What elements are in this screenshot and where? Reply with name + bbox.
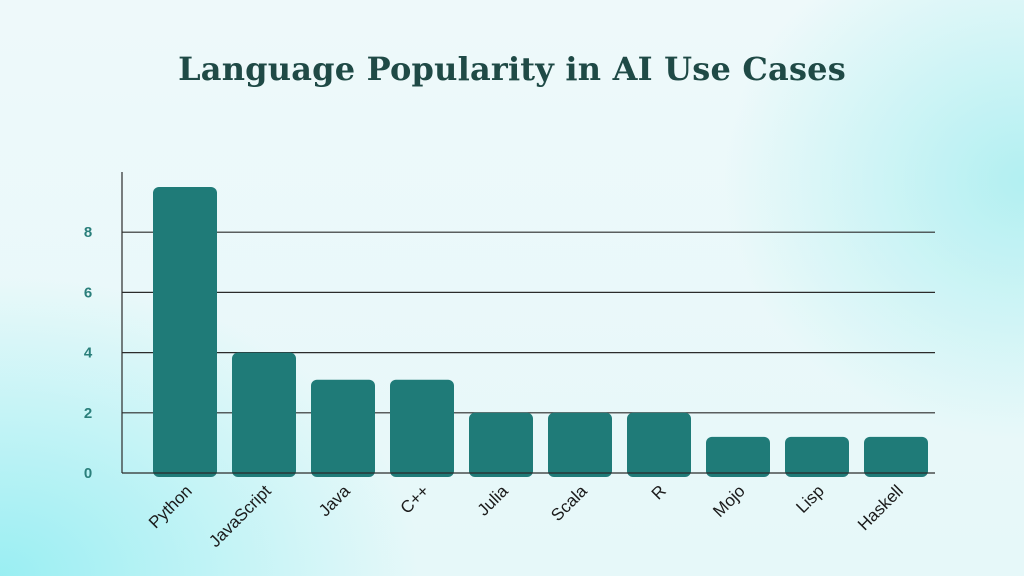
- y-tick-label: 8: [84, 224, 92, 241]
- x-tick-label: Julia: [474, 481, 513, 520]
- bar-javascript: [232, 352, 296, 477]
- y-tick-label: 6: [84, 284, 92, 301]
- y-tick-label: 2: [84, 405, 92, 422]
- bar-lisp: [785, 436, 849, 477]
- bar-java: [311, 379, 375, 477]
- bar-c-: [390, 379, 454, 477]
- bar-scala: [548, 412, 612, 477]
- bar-julia: [469, 412, 533, 477]
- x-tick-label: Lisp: [792, 481, 827, 516]
- x-tick-label: Scala: [547, 481, 591, 525]
- x-tick-label: Java: [315, 481, 354, 520]
- x-tick-label: Python: [145, 481, 196, 532]
- y-tick-label: 0: [84, 465, 92, 482]
- x-tick-label: C++: [397, 481, 433, 517]
- x-tick-label: Mojo: [709, 481, 748, 520]
- x-tick-label: JavaScript: [205, 481, 275, 551]
- x-tick-label: Haskell: [854, 481, 907, 534]
- bar-r: [627, 412, 691, 477]
- bar-mojo: [706, 436, 770, 477]
- bars: [153, 187, 928, 478]
- y-tick-label: 4: [84, 345, 93, 362]
- axes: [121, 172, 935, 474]
- chart-title: Language Popularity in AI Use Cases: [178, 50, 846, 88]
- x-tick-label: R: [648, 481, 670, 503]
- bar-python: [153, 187, 217, 478]
- bar-haskell: [864, 436, 928, 477]
